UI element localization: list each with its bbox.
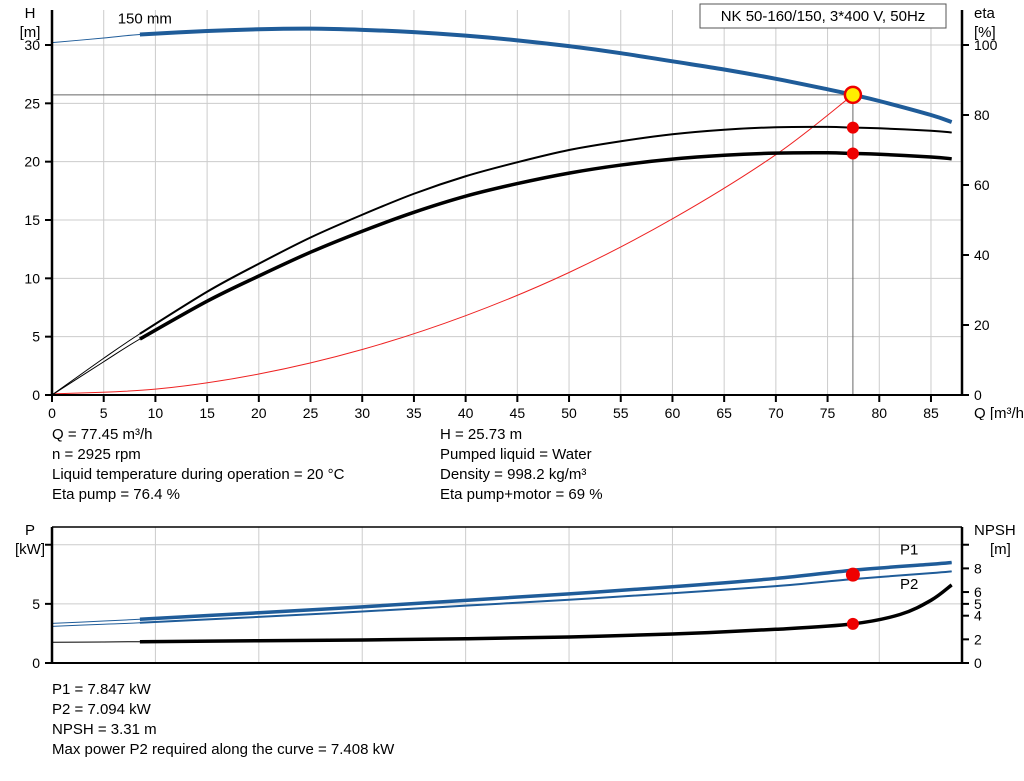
npsh-curve xyxy=(139,583,953,644)
x-tick-label: 60 xyxy=(665,405,681,420)
info-liquid-temp: Liquid temperature during operation = 20… xyxy=(52,466,345,483)
power-info: P1 = 7.847 kW P2 = 7.094 kW NPSH = 3.31 … xyxy=(52,680,394,760)
x-tick-label: 40 xyxy=(458,405,474,420)
power-y-tick-label-left: 0 xyxy=(32,655,40,671)
p2-curve-label: P2 xyxy=(900,576,918,593)
x-tick-label: 85 xyxy=(923,405,939,420)
title-box xyxy=(699,3,947,29)
info-max-power: Max power P2 required along the curve = … xyxy=(52,741,395,758)
p1-curve xyxy=(139,560,952,621)
duty-marker-power[interactable] xyxy=(845,567,860,582)
npsh-axis-title-line1: NPSH xyxy=(974,522,1016,539)
main-chart-content: 0 5 10 15 20 25 30 0 20 40 60 80 100 0 5 10 15 20 25 30 35 40… xyxy=(20,3,1024,420)
y-tick-label-right: 80 xyxy=(974,107,990,123)
info-h: H = 25.73 m xyxy=(440,426,523,443)
x-axis-title: Q [m³/h] xyxy=(974,405,1024,420)
npsh-y-tick-label: 8 xyxy=(974,560,982,576)
plot-area-background xyxy=(52,10,962,395)
info-n: n = 2925 rpm xyxy=(52,446,141,463)
npsh-axis-title-line2: [m] xyxy=(990,541,1011,558)
p1-curve-label: P1 xyxy=(900,541,918,558)
p2-curve xyxy=(139,570,952,624)
info-eta-pump: Eta pump = 76.4 % xyxy=(52,486,180,503)
y-axis-title-line1: H xyxy=(25,5,36,22)
x-tick-label: 0 xyxy=(48,405,56,420)
x-tick-label: 45 xyxy=(510,405,526,420)
y-tick-label-left: 0 xyxy=(32,387,40,403)
x-tick-label: 15 xyxy=(199,405,215,420)
y-tick-label-left: 10 xyxy=(24,270,40,286)
info-npsh: NPSH = 3.31 m xyxy=(52,721,157,738)
duty-info-left: Q = 77.45 m³/h n = 2925 rpm Liquid tempe… xyxy=(52,425,344,505)
x-tick-label: 70 xyxy=(768,405,784,420)
npsh-y-tick-label: 0 xyxy=(974,655,982,671)
info-density: Density = 998.2 kg/m³ xyxy=(440,466,587,483)
npsh-y-tick-label: 5 xyxy=(974,596,982,612)
y-tick-label-left: 30 xyxy=(24,37,40,53)
duty-info-right: H = 25.73 m Pumped liquid = Water Densit… xyxy=(440,425,603,505)
x-tick-label: 25 xyxy=(303,405,319,420)
y-tick-label-left: 25 xyxy=(24,95,40,111)
npsh-y-tick-label: 4 xyxy=(974,608,982,624)
x-tick-label: 55 xyxy=(613,405,629,420)
x-tick-label: 35 xyxy=(406,405,422,420)
y-tick-label-right: 40 xyxy=(974,247,990,263)
info-q: Q = 77.45 m³/h xyxy=(52,426,153,443)
system-curve xyxy=(51,94,854,395)
main-performance-chart: 0 5 10 15 20 25 30 0 20 40 60 80 100 0 5 10 15 20 25 30 35 40… xyxy=(20,3,1024,420)
info-p2: P2 = 7.094 kW xyxy=(52,701,151,718)
x-tick-label: 65 xyxy=(716,405,732,420)
duty-marker-head[interactable] xyxy=(843,85,863,105)
duty-marker-npsh[interactable] xyxy=(846,617,859,630)
power-y-tick-label-left: 5 xyxy=(32,596,40,612)
duty-marker-eta-pump-motor[interactable] xyxy=(846,147,859,160)
y-tick-label-right: 60 xyxy=(974,177,990,193)
x-tick-label: 20 xyxy=(251,405,267,420)
y-tick-label-left: 20 xyxy=(24,154,40,170)
y2-axis-title-line2: [%] xyxy=(974,24,996,41)
npsh-y-tick-label: 2 xyxy=(974,631,982,647)
y-tick-label-right: 100 xyxy=(974,37,998,53)
power-y-axis-title-line1: P xyxy=(25,522,35,539)
info-eta-pump-motor: Eta pump+motor = 69 % xyxy=(440,486,603,503)
y-tick-label-right: 20 xyxy=(974,317,990,333)
x-tick-label: 50 xyxy=(561,405,577,420)
y-tick-label-left: 15 xyxy=(24,212,40,228)
y-tick-label-left: 5 xyxy=(32,329,40,345)
y-axis-title-line2: [m] xyxy=(20,24,41,41)
x-tick-label: 75 xyxy=(820,405,836,420)
power-npsh-chart: 0 5 0 2 4 5 6 8 P [kW] NPSH [m] P1 P2 xyxy=(0,515,1024,680)
x-tick-label: 30 xyxy=(354,405,370,420)
y-tick-label-right: 0 xyxy=(974,387,982,403)
x-tick-label: 10 xyxy=(148,405,164,420)
info-pumped-liquid: Pumped liquid = Water xyxy=(440,446,592,463)
impeller-size-label: 150 mm xyxy=(118,11,172,28)
info-p1: P1 = 7.847 kW xyxy=(52,681,151,698)
x-tick-label: 5 xyxy=(100,405,108,420)
npsh-y-tick-label: 6 xyxy=(974,584,982,600)
duty-marker-eta-pump[interactable] xyxy=(846,121,859,134)
x-tick-label: 80 xyxy=(871,405,887,420)
power-y-axis-title-line2: [kW] xyxy=(15,541,45,558)
main-chart-svg: 0 5 10 15 20 25 30 0 20 40 60 80 100 0 5 10 15 20 25 30 35 40… xyxy=(20,3,1024,420)
y2-axis-title-line1: eta xyxy=(974,5,996,22)
title-box-label: NK 50-160/150, 3*400 V, 50Hz xyxy=(721,8,926,25)
